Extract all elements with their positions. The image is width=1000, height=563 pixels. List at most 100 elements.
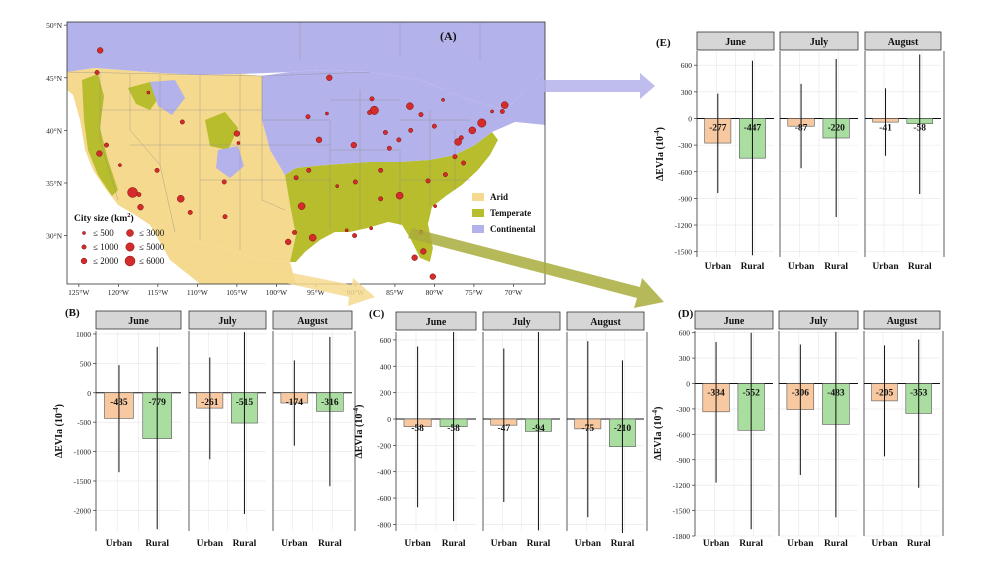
- facet-title: August: [888, 37, 919, 48]
- city-marker: [104, 142, 109, 148]
- city-marker: [137, 204, 144, 211]
- map-lon-label: 85°W: [386, 288, 404, 297]
- bar-value-label: -94: [532, 424, 545, 434]
- y-tick-label: -800: [377, 520, 391, 529]
- facet-strip: [395, 311, 477, 331]
- facet-june: June -58 Urban -58 Rural: [395, 311, 477, 549]
- category-label: Urban: [106, 539, 133, 549]
- map-lon-label: 120°W: [108, 288, 130, 297]
- bar-value-label: -277: [709, 123, 727, 133]
- city-marker: [222, 214, 228, 220]
- city-marker: [233, 130, 241, 137]
- y-axis-label: ΔEVIa (10-4): [52, 404, 65, 458]
- city-marker: [326, 74, 333, 81]
- facet-strip: [863, 310, 941, 330]
- continental-region-north: [67, 22, 545, 110]
- city-marker: [96, 150, 103, 157]
- bar-value-label: -58: [411, 424, 424, 434]
- category-label: Rural: [739, 539, 763, 549]
- facet-strip: [272, 310, 353, 330]
- legend-dot-500: [82, 231, 86, 235]
- panel-label: (D): [678, 308, 694, 320]
- temperate-patch-plateau: [205, 112, 238, 150]
- legend-dot-5000: [125, 242, 135, 252]
- facet-title: August: [887, 316, 918, 327]
- city-marker: [468, 126, 477, 135]
- facet-title: June: [128, 316, 149, 327]
- y-tick-label: -2000: [74, 506, 92, 515]
- y-tick-label: -900: [676, 456, 690, 465]
- y-tick-label: 300: [679, 354, 691, 363]
- city-marker: [177, 195, 185, 203]
- y-tick-label: 600: [681, 61, 693, 70]
- city-marker: [136, 192, 142, 198]
- legend-label-1000: ≤ 1000: [93, 242, 119, 252]
- y-tick-label: 0: [688, 114, 692, 123]
- y-tick-label: 600: [679, 329, 691, 338]
- legend-swatch-arid: [472, 193, 484, 201]
- y-axis-label: ΔEVIa (10-4): [651, 406, 664, 460]
- map-lon-label: 115°W: [147, 288, 169, 297]
- y-tick-label: -600: [676, 430, 690, 439]
- y-tick-label: 200: [380, 389, 392, 398]
- category-label: Urban: [703, 539, 730, 549]
- y-tick-label: -1500: [74, 477, 92, 486]
- bar-value-label: -220: [827, 123, 845, 133]
- y-tick-label: 400: [380, 362, 392, 371]
- city-marker: [325, 111, 329, 116]
- city-marker: [378, 167, 384, 173]
- map-panel-label: (A): [440, 29, 457, 43]
- panel-label: (C): [369, 308, 385, 320]
- city-marker: [315, 136, 323, 143]
- city-marker: [306, 167, 312, 173]
- arrow-continental: [445, 73, 655, 99]
- facet-strip: [482, 311, 561, 331]
- legend-label-3000: ≤ 3000: [139, 228, 165, 238]
- bar-value-label: -58: [447, 424, 460, 434]
- y-tick-label: -300: [676, 405, 690, 414]
- city-marker: [396, 137, 402, 143]
- facet-title: July: [512, 317, 530, 328]
- city-marker: [292, 229, 297, 235]
- map-lat-label: 50°N: [46, 21, 62, 30]
- city-marker: [429, 273, 436, 280]
- map-lat-label: 35°N: [46, 179, 62, 188]
- facet-strip: [95, 310, 182, 330]
- legend-label-temperate: Temperate: [490, 208, 531, 218]
- map-lon-label: 110°W: [187, 288, 209, 297]
- facet-july: July -47 Urban -94 Rural: [482, 311, 561, 549]
- facet-title: August: [590, 317, 621, 328]
- city-marker: [285, 238, 292, 246]
- continental-patch-colorado: [216, 146, 244, 178]
- facet-title: June: [725, 37, 746, 48]
- city-marker: [454, 138, 462, 146]
- temperate-patch-rockies: [128, 82, 160, 110]
- category-label: Rural: [233, 539, 257, 549]
- y-tick-label: -1000: [74, 448, 92, 457]
- y-tick-label: -1200: [673, 481, 691, 490]
- y-tick-label: -1500: [673, 507, 691, 516]
- facet-august: August -41 Urban -58 Rural: [864, 31, 942, 272]
- bar-value-label: -435: [110, 398, 128, 408]
- facet-strip: [778, 310, 859, 330]
- category-label: Rural: [442, 539, 466, 549]
- legend-label-500: ≤ 500: [93, 228, 114, 238]
- y-tick-label: 0: [387, 415, 391, 424]
- bar-value-label: -261: [201, 398, 219, 408]
- facet-july: July -261 Urban -515 Rural: [188, 310, 267, 549]
- bar-value-label: -87: [795, 123, 808, 133]
- facet-title: July: [810, 37, 828, 48]
- chart-panel-c: (C) ΔEVIa (10-4) 600 400 200 0 -200 -400 -600 -80…: [352, 308, 648, 549]
- category-label: Urban: [871, 539, 898, 549]
- bar-value-label: -779: [148, 398, 166, 408]
- category-label: Rural: [824, 539, 848, 549]
- map-lon-label: 105°W: [226, 288, 248, 297]
- panel-label: (B): [65, 307, 80, 319]
- facet-title: July: [809, 316, 827, 327]
- y-tick-label: 0: [686, 380, 690, 389]
- map-lon-label: 75°W: [465, 288, 483, 297]
- climate-legend: Arid Temperate Continental: [472, 192, 536, 234]
- facet-title: June: [426, 317, 447, 328]
- bar-value-label: -47: [497, 424, 510, 434]
